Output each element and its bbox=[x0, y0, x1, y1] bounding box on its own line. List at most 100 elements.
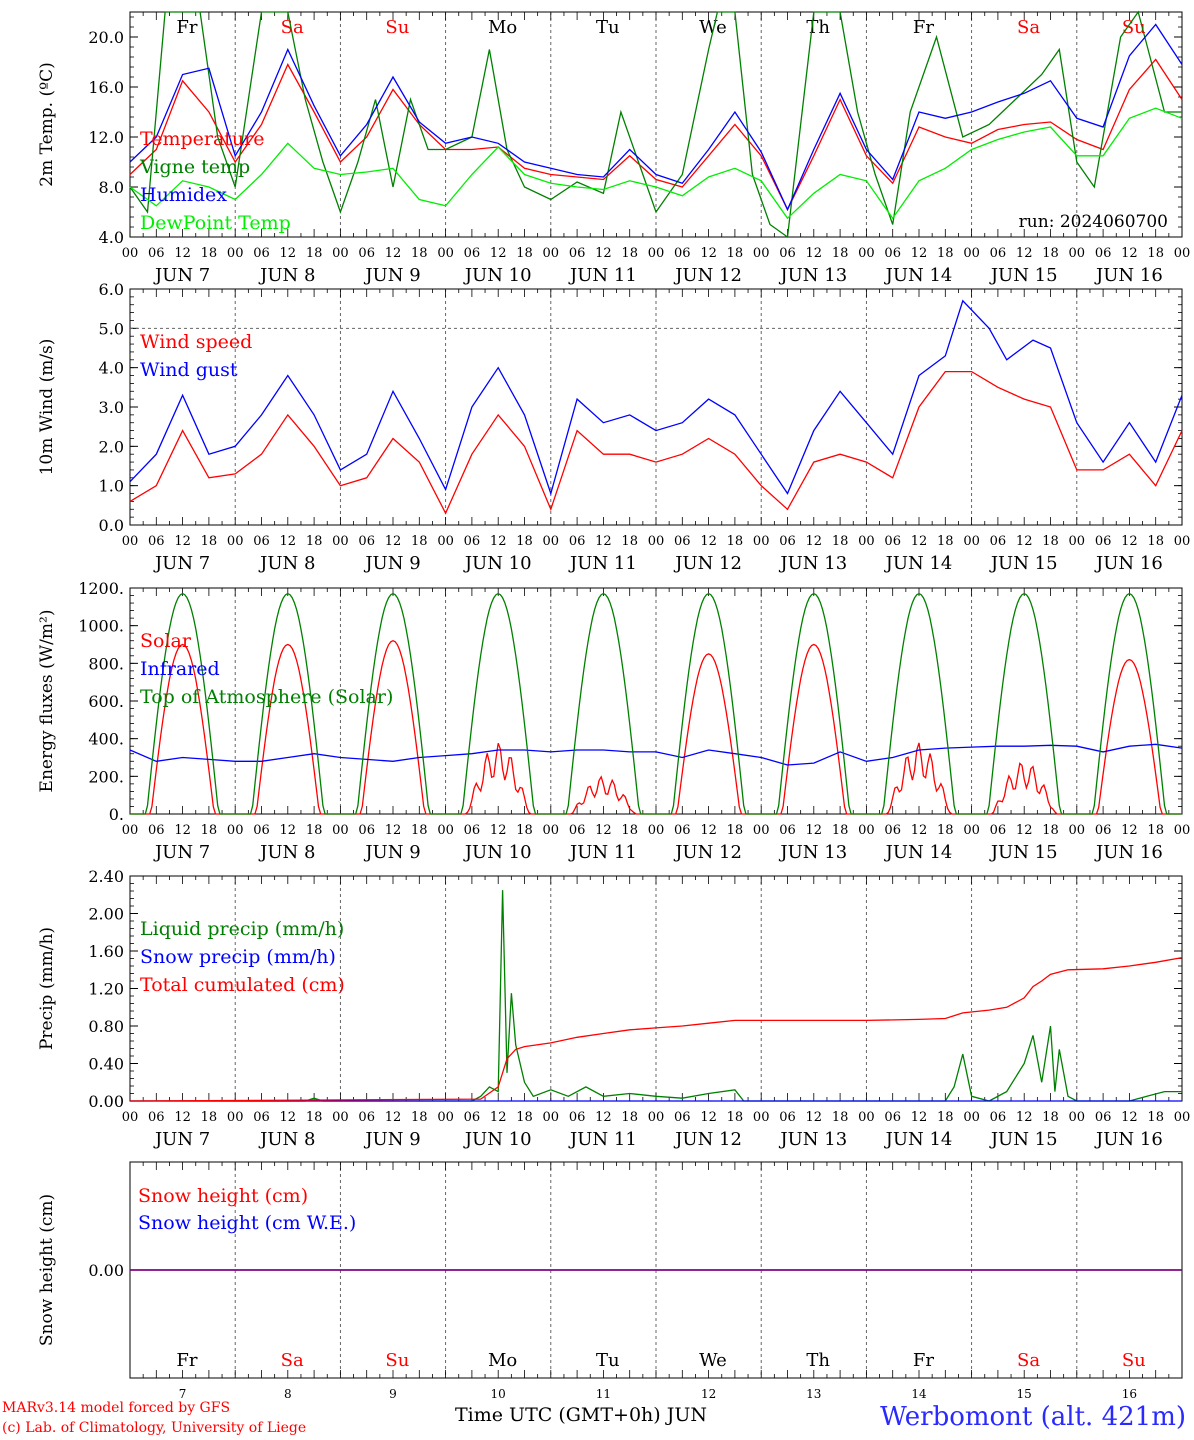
x-hour-label: 00 bbox=[858, 246, 875, 261]
x-hour-label: 12 bbox=[1016, 246, 1033, 261]
x-day-label: JUN 7 bbox=[153, 553, 210, 574]
x-hour-label: 00 bbox=[437, 1110, 454, 1125]
weekday-label: We bbox=[699, 17, 727, 38]
y-tick-label: 0. bbox=[109, 805, 124, 824]
weekday-label: Th bbox=[806, 1350, 830, 1371]
x-hour-label: 12 bbox=[490, 534, 507, 549]
x-day-label: JUN 11 bbox=[568, 265, 637, 286]
x-hour-label: 06 bbox=[674, 246, 691, 261]
x-day-label: JUN 16 bbox=[1094, 842, 1163, 863]
legend-entry: Liquid precip (mm/h) bbox=[140, 918, 344, 940]
x-hour-label: 06 bbox=[464, 246, 481, 261]
x-hour-label: 12 bbox=[1016, 534, 1033, 549]
model-credit: MARv3.14 model forced by GFS bbox=[2, 1400, 231, 1416]
x-hour-label: 06 bbox=[464, 823, 481, 838]
x-hour-label: 18 bbox=[411, 823, 428, 838]
x-hour-label: 12 bbox=[1016, 1110, 1033, 1125]
legend-entry: Wind speed bbox=[140, 331, 252, 353]
x-hour-label: 12 bbox=[700, 246, 717, 261]
weekday-label: Sa bbox=[1017, 17, 1040, 38]
x-hour-label: 00 bbox=[543, 246, 560, 261]
y-tick-label: 400. bbox=[88, 730, 124, 749]
series-temperature bbox=[129, 58, 1183, 211]
x-hour-label: 06 bbox=[674, 1110, 691, 1125]
x-day-label: JUN 7 bbox=[153, 1129, 210, 1150]
x-hour-label: 06 bbox=[253, 534, 270, 549]
weekday-label: We bbox=[699, 1350, 727, 1371]
day-number: 14 bbox=[911, 1387, 927, 1400]
x-hour-label: 00 bbox=[122, 1110, 139, 1125]
time-axis-label: Time UTC (GMT+0h) JUN bbox=[455, 1404, 707, 1426]
x-hour-label: 18 bbox=[832, 246, 849, 261]
x-hour-label: 06 bbox=[358, 823, 375, 838]
x-hour-label: 00 bbox=[963, 246, 980, 261]
x-hour-label: 18 bbox=[937, 246, 954, 261]
x-hour-label: 06 bbox=[569, 534, 586, 549]
x-hour-label: 06 bbox=[148, 1110, 165, 1125]
x-hour-label: 12 bbox=[280, 1110, 297, 1125]
x-hour-label: 18 bbox=[621, 1110, 638, 1125]
x-hour-label: 18 bbox=[621, 823, 638, 838]
y-tick-label: 600. bbox=[88, 692, 124, 711]
x-day-label: JUN 13 bbox=[778, 1129, 847, 1150]
y-axis-label: Snow height (cm) bbox=[37, 1194, 57, 1346]
x-hour-label: 12 bbox=[911, 534, 928, 549]
y-tick-label: 4.0 bbox=[99, 359, 124, 378]
x-hour-label: 00 bbox=[858, 823, 875, 838]
x-hour-label: 12 bbox=[385, 1110, 402, 1125]
x-hour-label: 00 bbox=[332, 534, 349, 549]
legend-entry: Wind gust bbox=[140, 359, 238, 381]
x-hour-label: 18 bbox=[306, 534, 323, 549]
lab-credit: (c) Lab. of Climatology, University of L… bbox=[2, 1420, 307, 1436]
day-number: 9 bbox=[389, 1387, 397, 1400]
meteogram-svg: 4.0 8.0 12.0 16.0 20.0 2m Temp. (ºC) 00 06 12 18 J… bbox=[37, 10, 1190, 1401]
y-axis-label: 10m Wind (m/s) bbox=[37, 339, 57, 476]
y-tick-label: 2.40 bbox=[88, 867, 124, 886]
x-hour-label: 00 bbox=[1069, 246, 1086, 261]
y-tick-label: 1000. bbox=[78, 617, 124, 636]
x-hour-label: 12 bbox=[700, 1110, 717, 1125]
x-hour-label: 00 bbox=[332, 823, 349, 838]
x-hour-label: 00 bbox=[753, 1110, 770, 1125]
x-hour-label: 06 bbox=[148, 534, 165, 549]
x-hour-label: 00 bbox=[858, 1110, 875, 1125]
x-hour-label: 00 bbox=[648, 1110, 665, 1125]
x-hour-label: 12 bbox=[1121, 1110, 1138, 1125]
x-hour-label: 00 bbox=[543, 534, 560, 549]
y-tick-label: 0.00 bbox=[88, 1092, 124, 1111]
legend-entry: Snow height (cm W.E.) bbox=[138, 1212, 356, 1234]
x-hour-label: 00 bbox=[437, 246, 454, 261]
x-hour-label: 12 bbox=[385, 246, 402, 261]
y-tick-label: 1.60 bbox=[88, 942, 124, 961]
legend-entry: Temperature bbox=[140, 128, 264, 150]
x-hour-label: 12 bbox=[385, 823, 402, 838]
x-day-label: JUN 10 bbox=[463, 842, 532, 863]
x-hour-label: 12 bbox=[595, 823, 612, 838]
x-hour-label: 00 bbox=[963, 1110, 980, 1125]
x-day-label: JUN 9 bbox=[363, 553, 420, 574]
x-hour-label: 18 bbox=[1147, 1110, 1164, 1125]
x-day-label: JUN 14 bbox=[884, 265, 953, 286]
x-hour-label: 12 bbox=[595, 534, 612, 549]
x-hour-label: 06 bbox=[990, 534, 1007, 549]
x-hour-label: 18 bbox=[1042, 1110, 1059, 1125]
y-tick-label: 2.0 bbox=[99, 437, 124, 456]
x-day-label: JUN 10 bbox=[463, 553, 532, 574]
x-day-label: JUN 15 bbox=[989, 265, 1058, 286]
x-hour-label: 06 bbox=[1095, 246, 1112, 261]
day-number: 12 bbox=[701, 1387, 716, 1400]
x-hour-label: 18 bbox=[832, 1110, 849, 1125]
series-dewpoint-temp bbox=[129, 107, 1183, 220]
x-day-label: JUN 10 bbox=[463, 265, 532, 286]
x-day-label: JUN 8 bbox=[258, 842, 315, 863]
x-hour-label: 12 bbox=[280, 823, 297, 838]
x-day-label: JUN 12 bbox=[673, 1129, 742, 1150]
y-tick-label: 200. bbox=[88, 767, 124, 786]
x-hour-label: 18 bbox=[937, 534, 954, 549]
y-tick-label: 1200. bbox=[78, 579, 124, 598]
x-hour-label: 06 bbox=[358, 534, 375, 549]
x-hour-label: 06 bbox=[779, 246, 796, 261]
series-humidex bbox=[129, 23, 1183, 212]
x-hour-label: 00 bbox=[753, 534, 770, 549]
weekday-label: Mo bbox=[488, 17, 517, 38]
